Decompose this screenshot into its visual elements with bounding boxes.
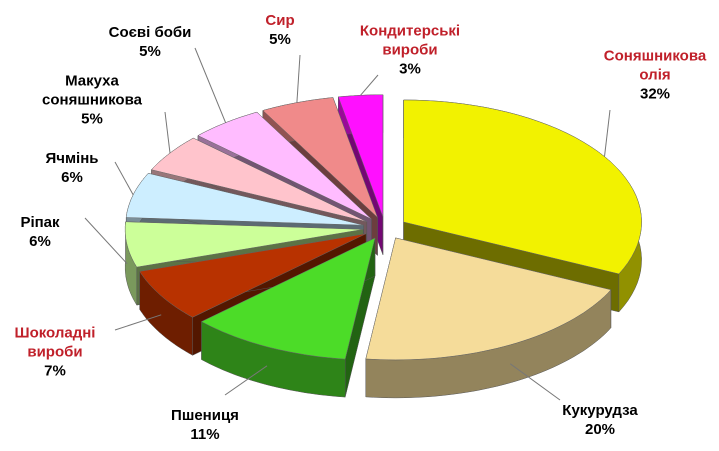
leader-line — [114, 314, 162, 331]
label-value: 5% — [139, 43, 161, 60]
label-name: Ріпак — [20, 214, 60, 231]
leader-line — [510, 363, 561, 401]
label-name: Соєві боби — [108, 24, 192, 41]
label-value: 32% — [639, 85, 671, 103]
slice — [139, 233, 367, 318]
leader-line — [604, 109, 611, 157]
leader-line — [296, 54, 301, 103]
label-name: Макуха соняшникова — [42, 72, 142, 109]
label-value: 11% — [190, 426, 220, 443]
label-value: 6% — [61, 169, 83, 186]
slice-label: Шоколадні вироби 7% — [5, 324, 105, 381]
slice-label: Кондитерські вироби 3% — [345, 22, 475, 79]
label-name: Кондитерські вироби — [359, 22, 461, 59]
slice-label: Соняшникова олія 32% — [590, 47, 719, 104]
leader-line — [360, 74, 379, 96]
label-value: 3% — [399, 60, 421, 78]
label-value: 5% — [269, 31, 291, 48]
label-name: Ячмінь — [45, 150, 99, 167]
label-name: Соняшникова олія — [603, 47, 707, 84]
label-value: 6% — [29, 233, 51, 250]
label-value: 5% — [81, 110, 103, 128]
leader-line — [164, 111, 171, 154]
slice — [365, 237, 612, 361]
label-name: Пшениця — [171, 407, 239, 424]
label-name: Кукурудза — [562, 402, 638, 419]
label-name: Сир — [265, 12, 295, 29]
slice-label: Ячмінь 6% — [37, 149, 107, 187]
slice — [124, 221, 364, 268]
label-name: Шоколадні вироби — [14, 324, 96, 361]
slice — [200, 237, 376, 360]
leader-line — [224, 365, 268, 396]
slice-label: Соєві боби 5% — [100, 23, 200, 61]
slice-label: Кукурудза 20% — [550, 401, 650, 439]
leader-line — [114, 161, 134, 196]
slice-label: Ріпак 6% — [10, 213, 70, 251]
leader-line — [194, 47, 227, 123]
label-value: 7% — [44, 362, 66, 380]
slice-label: Пшениця 11% — [165, 406, 245, 444]
slice-label: Сир 5% — [255, 11, 305, 49]
label-value: 20% — [584, 421, 616, 438]
leader-line — [84, 217, 128, 265]
slice-label: Макуха соняшникова 5% — [27, 72, 157, 129]
